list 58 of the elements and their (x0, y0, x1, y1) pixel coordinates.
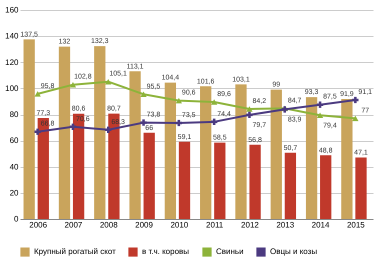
legend-label: Свиньи (216, 247, 244, 256)
point (34, 128, 41, 135)
x-tick-label: 2013 (276, 220, 295, 230)
bar (270, 90, 282, 219)
bar (320, 155, 332, 219)
x-tick-label: 2012 (241, 220, 260, 230)
bar (58, 46, 70, 219)
bar (200, 86, 212, 219)
point (210, 99, 218, 105)
point (316, 102, 324, 108)
point (176, 98, 182, 104)
bar (24, 39, 35, 219)
bar (129, 71, 141, 219)
bar (144, 132, 155, 219)
x-tick-label: 2015 (346, 220, 366, 230)
x-tick-label: 2007 (64, 220, 83, 230)
bar (164, 82, 176, 219)
point (246, 112, 253, 118)
y-tick-label: 20 (10, 188, 20, 198)
y-tick-label: 100 (5, 84, 20, 93)
y-tick-label: 160 (5, 6, 20, 14)
bar (249, 144, 261, 219)
y-tick-label: 0 (14, 214, 20, 224)
point (105, 126, 112, 133)
point (70, 82, 76, 88)
legend-label: Овцы и козы (270, 247, 318, 256)
legend-label: Крупный рогатый скот (34, 247, 116, 256)
point (34, 91, 41, 97)
point (140, 119, 147, 126)
bar (306, 97, 318, 219)
y-tick-label: 40 (10, 162, 20, 172)
point (246, 106, 253, 112)
x-tick-label: 2010 (170, 220, 189, 230)
bar (284, 152, 296, 219)
x-tick-label: 2008 (100, 220, 118, 230)
point (176, 120, 182, 126)
y-tick-label: 120 (5, 58, 20, 67)
point (70, 124, 76, 130)
point (316, 112, 324, 118)
legend-label: в т.ч. коровы (142, 247, 190, 256)
x-tick-label: 2009 (135, 220, 154, 230)
point (105, 78, 112, 84)
bar (178, 142, 190, 219)
bar (235, 84, 247, 219)
bar (94, 46, 106, 219)
x-tick-label: 2011 (206, 220, 224, 230)
x-tick-label: 2014 (312, 220, 330, 230)
y-tick-label: 80 (10, 110, 20, 119)
x-tick-label: 2006 (29, 220, 48, 230)
bar (341, 98, 353, 219)
y-tick-label: 140 (5, 32, 20, 41)
point (352, 116, 359, 122)
point (140, 92, 147, 97)
y-tick-label: 60 (10, 136, 20, 146)
point (352, 96, 359, 104)
bar (214, 142, 226, 219)
point (210, 118, 218, 125)
bar (355, 157, 367, 219)
